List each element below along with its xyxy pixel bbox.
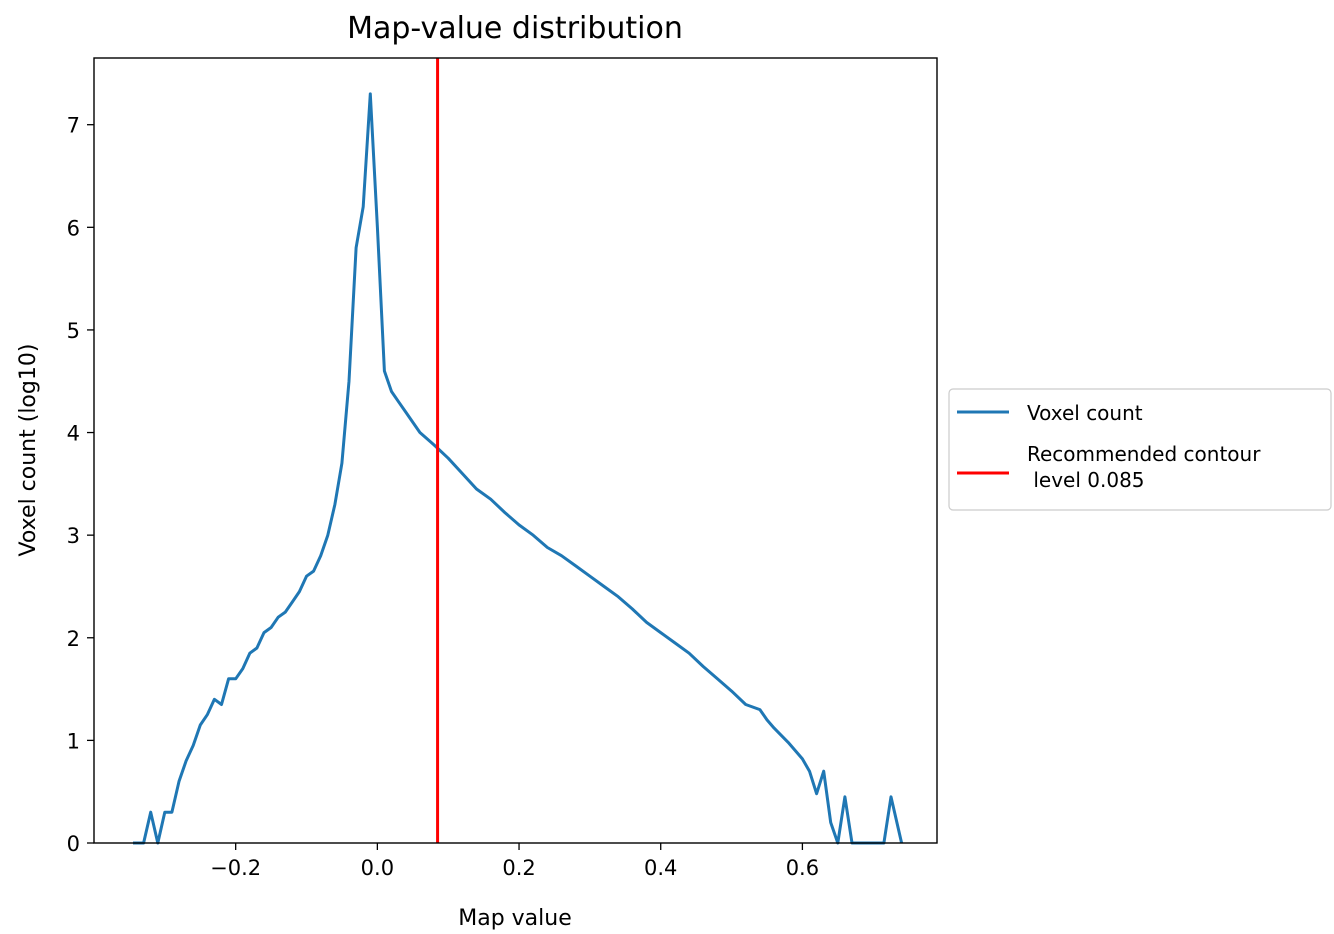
y-axis-ticks: 0 1 2 3 4 5 6 7 (67, 114, 94, 856)
plot-area-frame (93, 57, 938, 844)
legend-label-contour-level: Recommended contour level 0.085 (1027, 442, 1261, 492)
voxel-count-line (133, 92, 904, 845)
y-tick-label: 1 (67, 729, 80, 753)
y-tick-label: 0 (67, 832, 80, 856)
x-tick-label: 0.2 (502, 856, 535, 880)
legend-label-voxel-count: Voxel count (1027, 401, 1143, 425)
y-axis-label: Voxel count (log10) (16, 344, 41, 557)
legend-box (948, 388, 1332, 511)
x-axis-label: Map value (458, 906, 572, 931)
x-tick-label: 0.6 (786, 856, 819, 880)
x-axis-ticks: −0.2 0.0 0.2 0.4 0.6 (210, 843, 819, 880)
plot-series (132, 58, 904, 845)
x-tick-label: 0.4 (644, 856, 677, 880)
x-tick-label: 0.0 (361, 856, 394, 880)
chart-title: Map-value distribution (347, 11, 683, 46)
x-tick-label: −0.2 (210, 856, 261, 880)
y-tick-label: 4 (67, 422, 80, 446)
y-tick-label: 5 (67, 319, 80, 343)
y-tick-label: 6 (67, 216, 80, 240)
y-tick-label: 3 (67, 524, 80, 548)
y-tick-label: 7 (67, 114, 80, 138)
y-tick-label: 2 (67, 627, 80, 651)
legend: Voxel count Recommended contour level 0.… (948, 388, 1332, 511)
